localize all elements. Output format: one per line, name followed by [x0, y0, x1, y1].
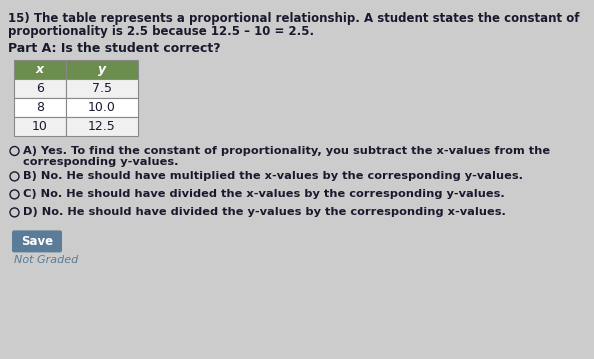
Bar — [14, 60, 66, 79]
Text: proportionality is 2.5 because 12.5 – 10 = 2.5.: proportionality is 2.5 because 12.5 – 10… — [8, 25, 314, 38]
Text: Part A: Is the student correct?: Part A: Is the student correct? — [8, 42, 220, 55]
Text: 8: 8 — [36, 101, 44, 114]
Text: 6: 6 — [36, 82, 44, 95]
Bar — [14, 117, 66, 136]
Text: y: y — [98, 63, 106, 76]
Text: 12.5: 12.5 — [88, 120, 116, 133]
Text: D) No. He should have divided the y-values by the corresponding x-values.: D) No. He should have divided the y-valu… — [23, 208, 506, 218]
Text: corresponding y-values.: corresponding y-values. — [23, 157, 179, 167]
Text: Save: Save — [21, 235, 53, 248]
Bar — [66, 117, 138, 136]
Text: x: x — [36, 63, 44, 76]
Bar — [14, 79, 66, 98]
Text: C) No. He should have divided the x-values by the corresponding y-values.: C) No. He should have divided the x-valu… — [23, 190, 505, 199]
Text: B) No. He should have multiplied the x-values by the corresponding y-values.: B) No. He should have multiplied the x-v… — [23, 171, 523, 181]
Text: 7.5: 7.5 — [92, 82, 112, 95]
Text: A) Yes. To find the constant of proportionality, you subtract the x-values from : A) Yes. To find the constant of proporti… — [23, 146, 550, 156]
Text: 15) The table represents a proportional relationship. A student states the const: 15) The table represents a proportional … — [8, 12, 580, 25]
Bar — [66, 79, 138, 98]
Text: 10.0: 10.0 — [88, 101, 116, 114]
Bar — [66, 60, 138, 79]
Bar — [14, 98, 66, 117]
FancyBboxPatch shape — [12, 230, 62, 252]
Bar — [66, 98, 138, 117]
Text: Not Graded: Not Graded — [14, 255, 78, 265]
Text: 10: 10 — [32, 120, 48, 133]
